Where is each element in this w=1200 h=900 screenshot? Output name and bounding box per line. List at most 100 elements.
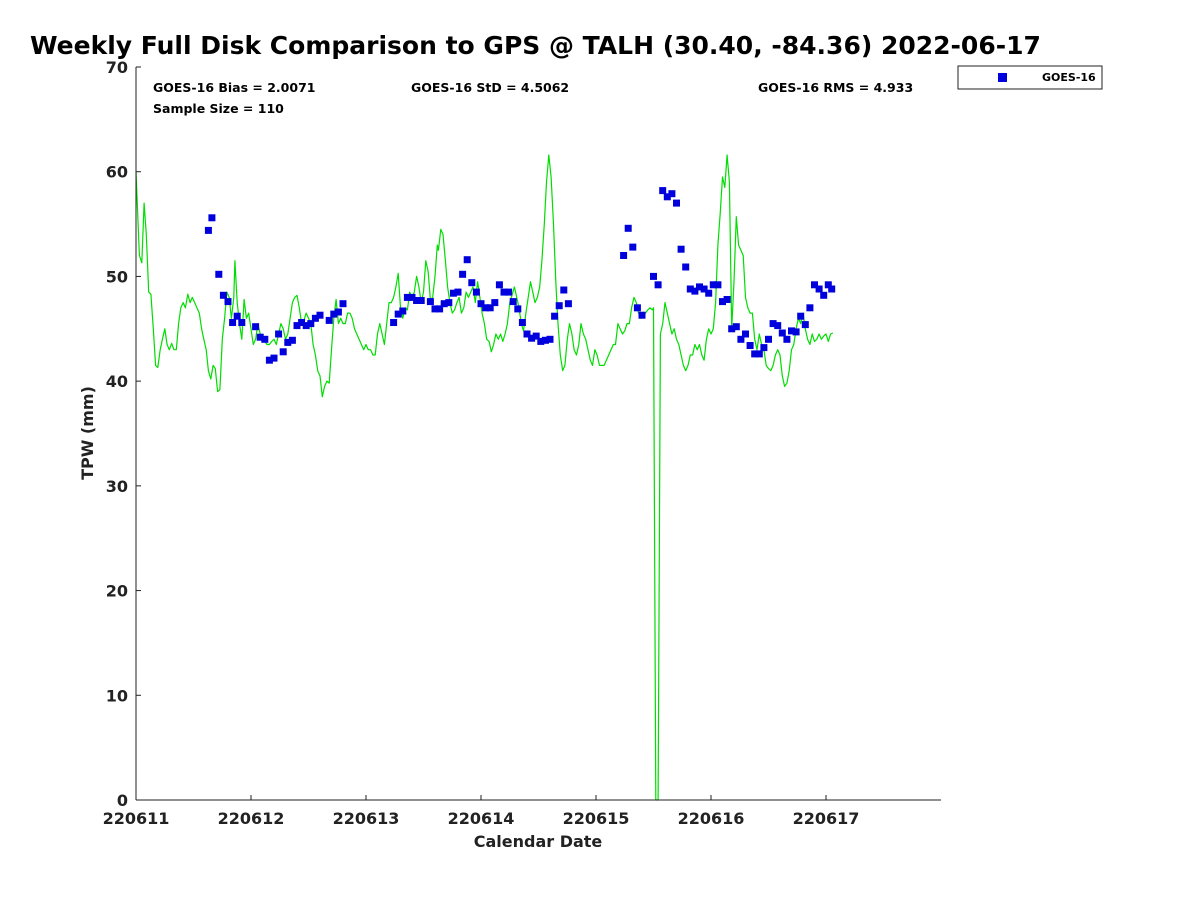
goes-16-point [820, 291, 828, 299]
goes-16-point [691, 287, 699, 295]
goes-16-point [518, 319, 526, 326]
goes-16-point [403, 293, 411, 301]
x-ticks: 220611 220612 220613 220614 220615 220616 2206… [103, 795, 860, 828]
goes-16-point [261, 335, 269, 343]
goes-16-point [532, 332, 540, 340]
goes-16-point [431, 305, 439, 313]
goes-16-point [696, 283, 703, 291]
legend: GOES-16 [957, 65, 1103, 90]
y-tick-label: 20 [106, 582, 128, 601]
goes-16-point [436, 305, 444, 313]
goes-16-point [413, 297, 421, 304]
goes-16-point [256, 333, 264, 341]
goes-16-point [233, 312, 241, 320]
goes-16-point [650, 272, 657, 280]
goes-16-point [673, 199, 680, 207]
goes-16-point [638, 311, 646, 319]
goes-16-point [751, 350, 759, 358]
goes-16-point [774, 322, 782, 330]
x-tick-label: 220617 [793, 809, 860, 828]
goes-16-point [325, 316, 333, 324]
goes-16-point [472, 288, 480, 296]
y-tick-label: 30 [106, 477, 128, 496]
goes-16-point [514, 305, 522, 313]
legend-marker [998, 73, 1007, 82]
goes-16-point [316, 311, 324, 319]
goes-16-point [746, 342, 754, 349]
goes-16-point [700, 285, 708, 293]
goes-16-point [541, 336, 549, 344]
y-tick-label: 0 [117, 791, 128, 810]
goes-16-point [459, 270, 467, 278]
goes-16-point [765, 335, 772, 343]
goes-16-point [654, 281, 662, 289]
legend-label: GOES-16 [1042, 71, 1096, 84]
y-tick-label: 40 [106, 372, 128, 391]
goes-16-point [824, 281, 832, 289]
goes-16-point [224, 298, 232, 306]
goes-16-point [311, 314, 319, 322]
goes-16-point [797, 312, 805, 320]
goes-16-point [293, 322, 301, 330]
goes-16-point [742, 330, 749, 338]
goes-16-point [394, 310, 402, 318]
x-tick-label: 220614 [448, 809, 515, 828]
legend-box [957, 65, 1103, 90]
goes-16-point [709, 281, 717, 289]
goes-16-point [728, 325, 736, 333]
goes-16-point [275, 330, 283, 338]
x-tick-label: 220611 [103, 809, 170, 828]
goes-16-point [482, 304, 490, 312]
goes-16-point [528, 334, 536, 342]
goes-series [204, 187, 836, 364]
goes-16-point [307, 320, 315, 328]
x-tick-label: 220616 [678, 809, 745, 828]
goes-16-point [229, 319, 237, 326]
goes-16-point [783, 335, 791, 343]
goes-16-point [491, 299, 499, 307]
goes-16-point [302, 322, 310, 330]
goes-16-point [330, 310, 338, 318]
goes-16-point [815, 285, 823, 293]
goes-16-point [705, 289, 713, 297]
x-axis-label: Calendar Date [474, 832, 603, 851]
goes-16-point [732, 323, 740, 331]
y-axis-label: TPW (mm) [78, 386, 97, 480]
goes-16-point [399, 307, 407, 315]
gps-series-line [135, 154, 834, 801]
goes-16-point [778, 329, 786, 337]
goes-16-point [449, 289, 457, 297]
goes-16-point [811, 281, 818, 289]
goes-16-point [339, 300, 347, 308]
goes-16-point [828, 285, 836, 293]
goes-16-point [723, 296, 731, 303]
goes-16-point [390, 319, 398, 326]
goes-16-point [468, 279, 476, 287]
goes-16-point [509, 298, 517, 306]
goes-16-point [788, 327, 795, 335]
goes-16-point [714, 281, 722, 289]
goes-16-point [252, 323, 260, 331]
y-tick-label: 10 [106, 686, 128, 705]
goes-16-point [760, 344, 768, 352]
goes-16-point [551, 312, 559, 320]
goes-16-point [737, 335, 745, 343]
goes-16-point [801, 321, 809, 329]
goes-16-point [792, 328, 800, 336]
goes-16-point [686, 285, 694, 293]
stat-rms: GOES-16 RMS = 4.933 [758, 80, 913, 95]
y-tick-label: 60 [106, 163, 128, 182]
goes-16-point [334, 308, 342, 316]
y-ticks: 0 10 20 30 40 50 60 70 [106, 58, 141, 810]
goes-16-point [298, 319, 306, 326]
goes-16-point [454, 288, 462, 296]
x-tick-label: 220612 [218, 809, 285, 828]
goes-16-point [555, 302, 563, 310]
goes-16-point [546, 335, 554, 343]
stat-bias: GOES-16 Bias = 2.0071 [153, 80, 315, 95]
goes-16-point [288, 336, 296, 344]
goes-16-point [633, 304, 641, 312]
goes-16-point [440, 300, 448, 308]
x-tick-label: 220613 [333, 809, 400, 828]
goes-16-point [219, 291, 227, 299]
